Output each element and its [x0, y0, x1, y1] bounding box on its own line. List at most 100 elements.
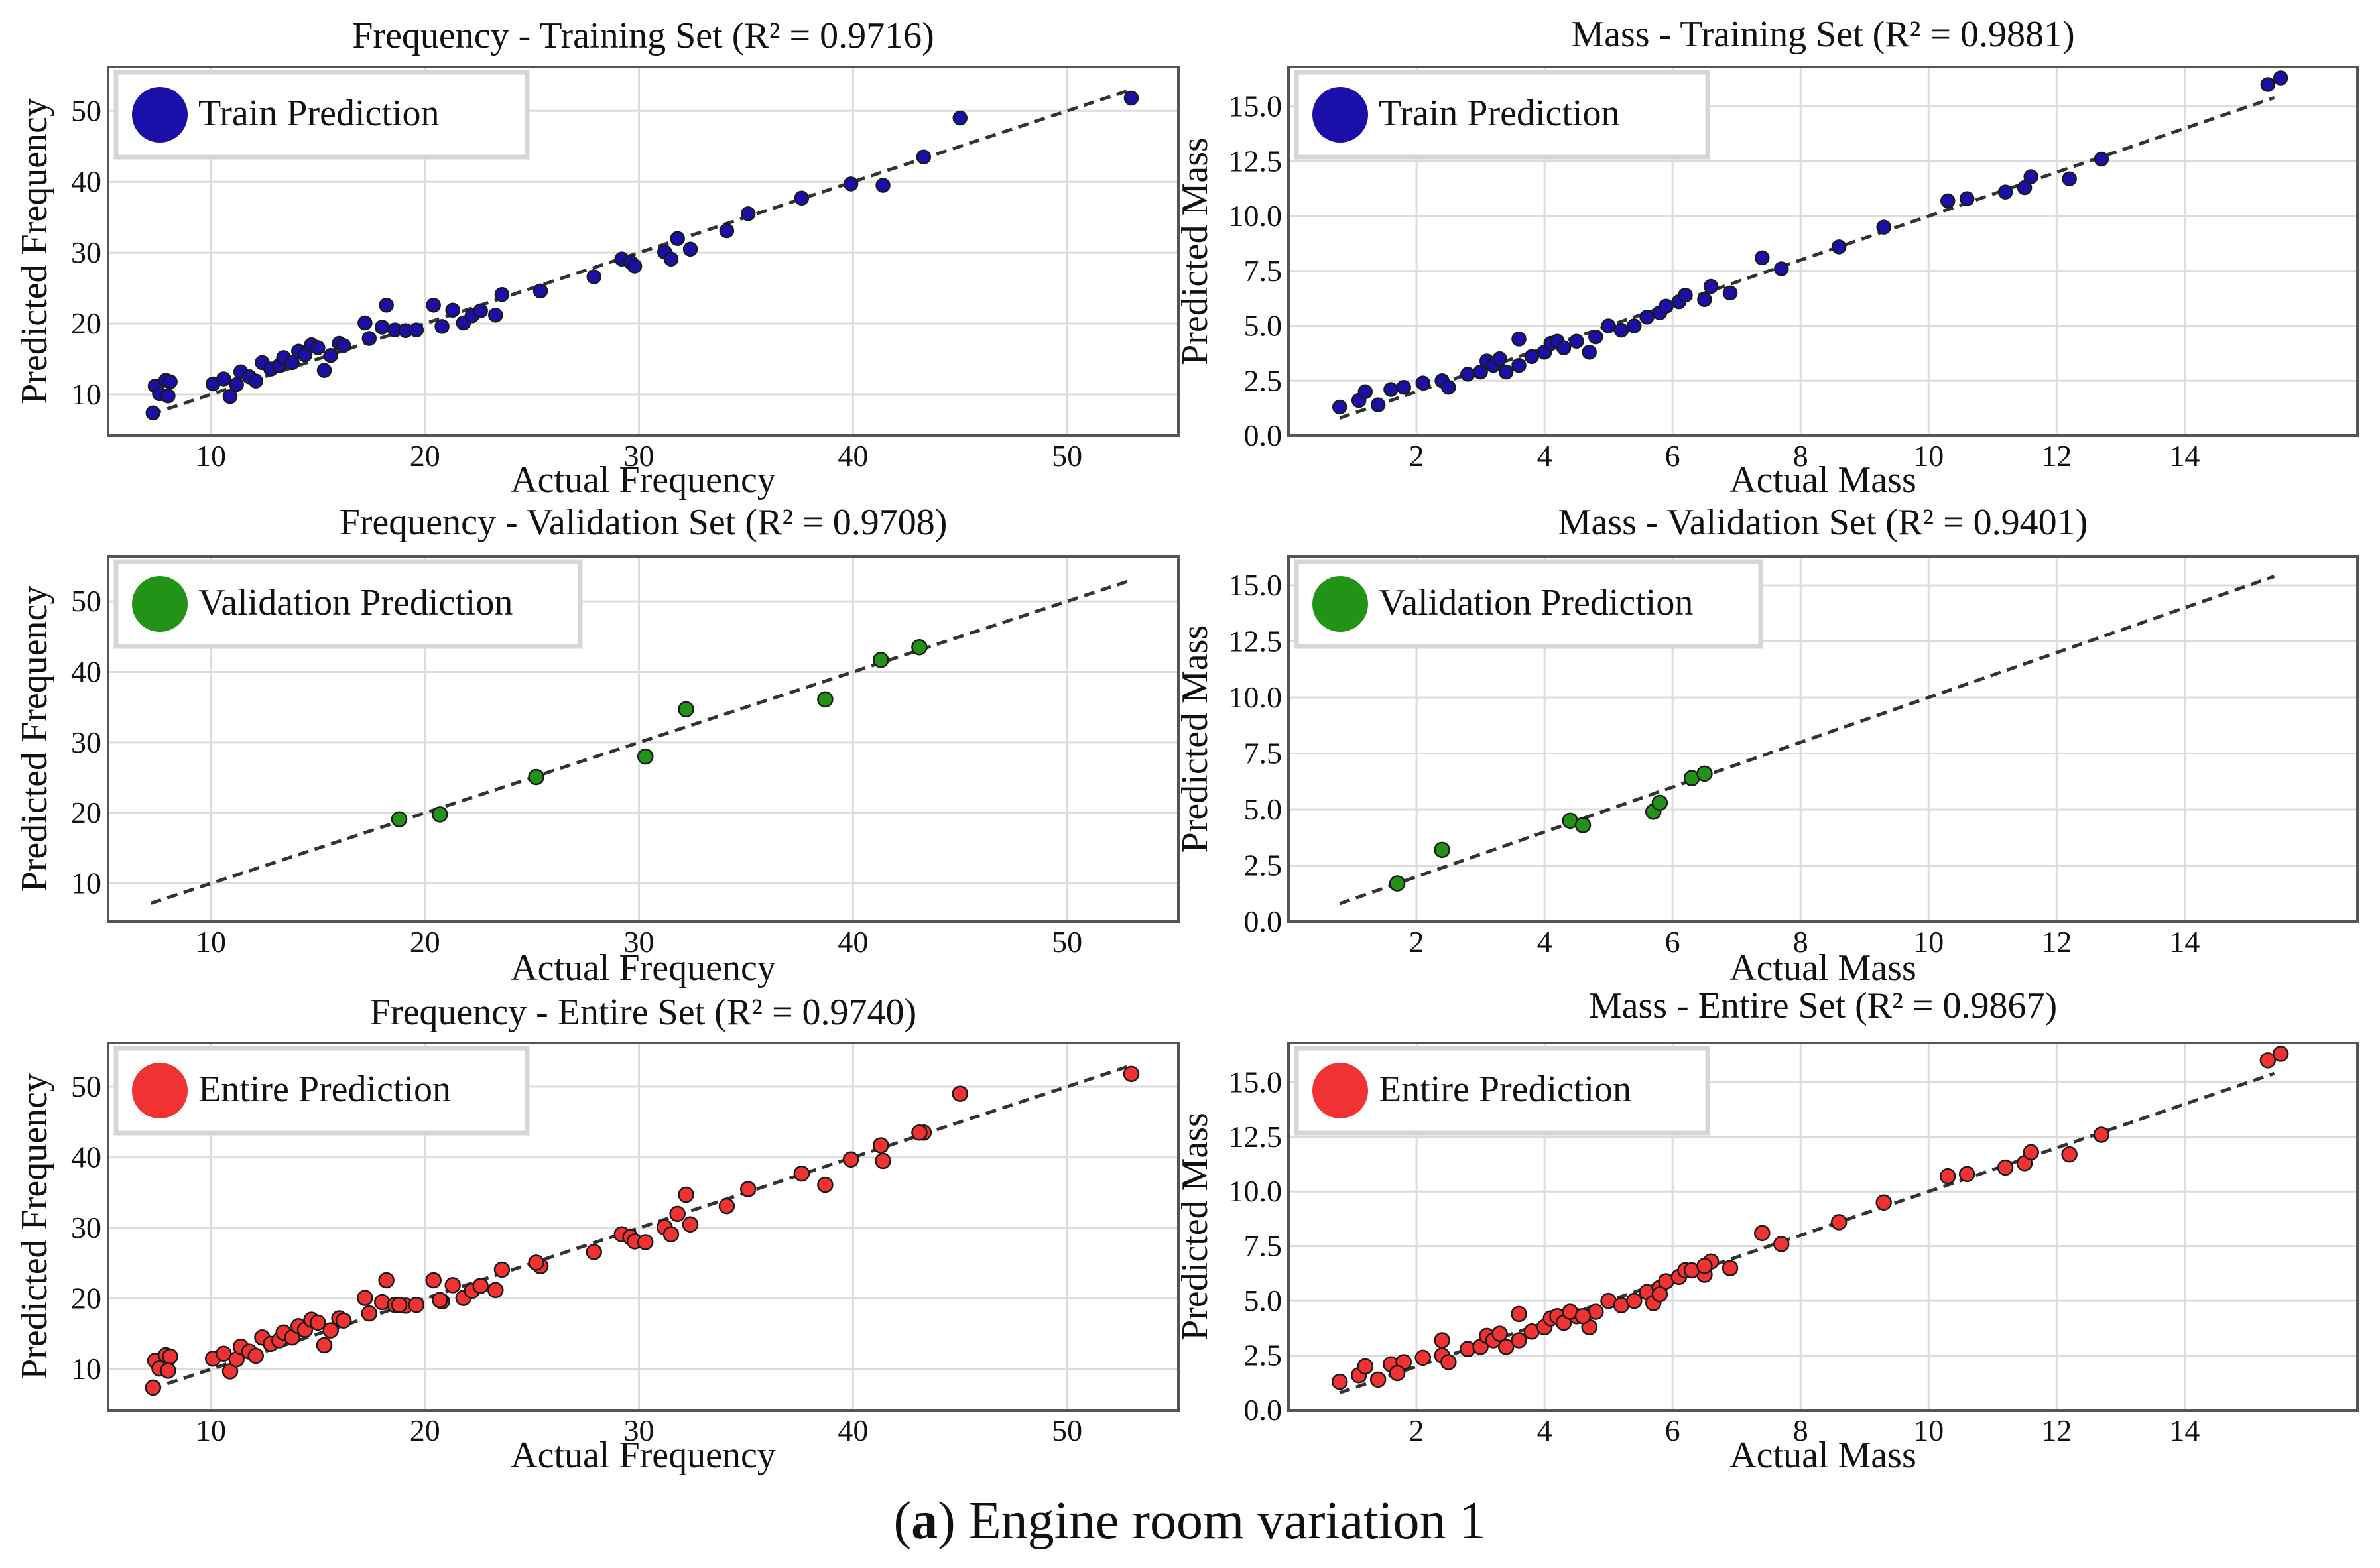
data-point: [2093, 1126, 2110, 1143]
data-point: [682, 241, 698, 257]
data-point: [793, 1165, 810, 1182]
x-tick-label: 6: [1665, 439, 1680, 473]
data-point: [1440, 1354, 1457, 1370]
data-point: [284, 355, 300, 371]
chart-title: Mass - Entire Set (R² = 0.9867): [1589, 985, 2057, 1026]
x-tick-label: 8: [1793, 1414, 1808, 1447]
panel-mass-train: 2 4 6 8 10 12 14 0.0 2.5 5.0 7.5 10.0 12.5 15.0 Train …: [1174, 14, 2359, 501]
data-point: [842, 1151, 859, 1168]
data-point: [1651, 794, 1668, 812]
y-tick-label: 30: [71, 235, 101, 269]
data-point: [229, 377, 244, 392]
data-point: [1588, 329, 1603, 345]
panel-mass-entire: 2 4 6 8 10 12 14 0.0 2.5 5.0 7.5 10.0 12.5 15.0 Entire…: [1174, 985, 2359, 1476]
data-point: [1434, 841, 1450, 859]
y-tick-label: 10: [71, 1352, 101, 1386]
data-point: [1613, 322, 1629, 338]
legend-label: Entire Prediction: [1379, 1069, 1631, 1110]
data-point: [426, 298, 441, 313]
data-point: [1697, 292, 1712, 308]
y-tick-label: 0.0: [1244, 418, 1283, 452]
data-point: [2272, 1046, 2289, 1062]
x-axis-label: Actual Frequency: [511, 1435, 776, 1476]
x-tick-label: 20: [410, 925, 440, 959]
panel-mass-val: 2 4 6 8 10 12 14 0.0 2.5 5.0 7.5 10.0 12.5 15.0 Valida…: [1174, 502, 2359, 989]
data-point: [1754, 1225, 1771, 1242]
chart-title: Mass - Training Set (R² = 0.9881): [1571, 14, 2074, 55]
data-point: [1678, 287, 1693, 303]
legend-label: Validation Prediction: [198, 582, 513, 623]
y-tick-label: 7.5: [1244, 254, 1283, 288]
data-point: [222, 389, 238, 404]
data-point: [1473, 364, 1488, 380]
data-point: [425, 1272, 442, 1289]
x-tick-label: 12: [2041, 1414, 2072, 1447]
data-point: [952, 110, 968, 126]
data-point: [1369, 1371, 1387, 1388]
data-point: [473, 303, 488, 319]
y-tick-label: 12.5: [1229, 624, 1283, 658]
x-tick-label: 2: [1409, 1414, 1424, 1447]
data-point: [247, 1347, 264, 1364]
legend-label: Entire Prediction: [198, 1069, 451, 1110]
x-tick-label: 10: [1913, 439, 1944, 473]
data-point: [637, 748, 654, 765]
x-tick-label: 4: [1537, 1414, 1552, 1447]
data-point: [586, 269, 602, 284]
data-point: [2023, 169, 2038, 184]
caption-paren-close: ): [938, 1492, 969, 1550]
legend-marker: [132, 576, 188, 632]
data-point: [1651, 1286, 1668, 1303]
plot-frame: [1287, 555, 2359, 923]
data-point: [1997, 184, 2013, 200]
panel-freq-val: 10 20 30 40 50 10 20 30 40 50 Validation Predictio…: [14, 502, 1180, 989]
data-point: [1460, 367, 1475, 382]
x-axis-label: Actual Mass: [1729, 459, 1916, 501]
x-tick-label: 10: [1913, 925, 1944, 959]
data-point: [1497, 1339, 1515, 1355]
y-tick-label: 15.0: [1229, 90, 1283, 123]
y-tick-label: 5.0: [1244, 1284, 1283, 1317]
data-point: [379, 298, 394, 313]
y-tick-label: 30: [71, 725, 101, 759]
data-point: [162, 1348, 178, 1365]
legend-marker: [1312, 87, 1368, 143]
data-point: [740, 206, 756, 221]
y-axis-label: Predicted Mass: [1174, 137, 1216, 365]
data-point: [911, 638, 928, 656]
data-point: [873, 652, 889, 668]
data-point: [1722, 1260, 1739, 1276]
data-point: [1722, 285, 1738, 301]
x-tick-label: 4: [1537, 925, 1552, 959]
legend-label: Validation Prediction: [1379, 582, 1693, 623]
x-axis-label: Actual Frequency: [511, 459, 776, 501]
data-point: [1357, 384, 1373, 400]
data-point: [1556, 340, 1572, 355]
x-tick-label: 20: [410, 439, 440, 473]
y-tick-label: 7.5: [1244, 736, 1283, 770]
panel-freq-entire: 10 20 30 40 50 10 20 30 40 50 Entire Prediction Fre…: [14, 992, 1180, 1476]
y-tick-label: 40: [71, 164, 101, 198]
x-tick-label: 2: [1409, 439, 1424, 473]
y-tick-label: 15.0: [1229, 1065, 1283, 1099]
data-point: [493, 1261, 511, 1278]
data-point: [1574, 817, 1592, 833]
data-point: [361, 331, 377, 346]
data-point: [2094, 151, 2109, 167]
data-point: [1332, 399, 1347, 415]
x-tick-label: 10: [196, 439, 226, 473]
legend-marker: [132, 1063, 188, 1118]
y-tick-label: 10.0: [1229, 680, 1283, 714]
y-tick-label: 20: [71, 796, 101, 829]
data-point: [637, 1234, 654, 1250]
data-point: [316, 363, 332, 378]
data-point: [1524, 349, 1540, 365]
y-axis-label: Predicted Mass: [1174, 625, 1216, 853]
y-axis-label: Predicted Frequency: [14, 586, 55, 892]
data-point: [1574, 1307, 1592, 1325]
y-tick-label: 20: [71, 306, 101, 340]
x-axis-label: Actual Frequency: [511, 947, 776, 989]
legend: Train Prediction: [1294, 70, 1710, 160]
x-tick-label: 2: [1409, 925, 1424, 959]
